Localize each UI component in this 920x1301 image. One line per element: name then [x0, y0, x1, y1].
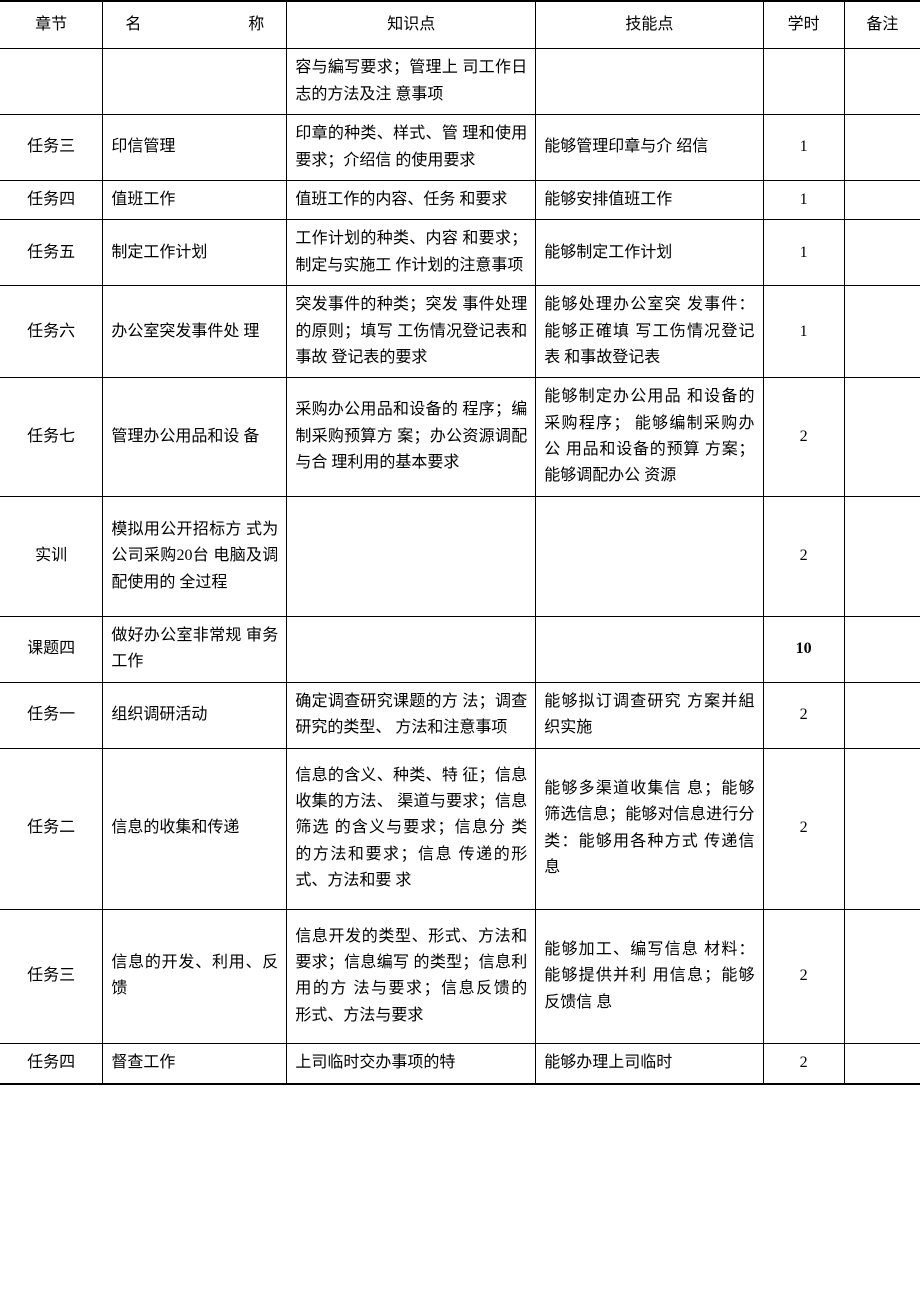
cell-hours	[763, 49, 844, 115]
cell-note	[844, 909, 920, 1044]
cell-hours: 1	[763, 220, 844, 286]
cell-chapter: 任务二	[0, 748, 103, 909]
cell-note	[844, 748, 920, 909]
cell-name: 信息的开发、利用、反馈	[103, 909, 287, 1044]
cell-knowledge	[287, 617, 536, 683]
cell-name: 督查工作	[103, 1044, 287, 1084]
cell-knowledge	[287, 496, 536, 616]
table-row: 任务六办公室突发事件处 理突发事件的种类；突发 事件处理的原则；填写 工伤情况登…	[0, 286, 920, 378]
cell-skill: 能够安排值班工作	[536, 180, 763, 219]
table-row: 容与編写要求；管理上 司工作日志的方法及注 意事项	[0, 49, 920, 115]
header-knowledge: 知识点	[287, 1, 536, 49]
table-row: 课题四做好办公室非常规 审务工作 10	[0, 617, 920, 683]
cell-skill: 能够拟订调查研究 方案并組织实施	[536, 682, 763, 748]
cell-note	[844, 682, 920, 748]
header-skill: 技能点	[536, 1, 763, 49]
cell-knowledge: 信息开发的类型、形式、方法和要求；信息编写 的类型；信息利用的方 法与要求；信息…	[287, 909, 536, 1044]
table-row: 任务四值班工作值班工作的内容、任务 和要求能够安排值班工作1	[0, 180, 920, 219]
table-row: 实训模拟用公开招标方 式为公司采购20台 电脑及调配使用的 全过程 2	[0, 496, 920, 616]
cell-note	[844, 180, 920, 219]
cell-skill: 能够管理印章与介 绍信	[536, 115, 763, 181]
cell-knowledge: 确定调查研究课题的方 法；调查研究的类型、 方法和注意事项	[287, 682, 536, 748]
cell-note	[844, 49, 920, 115]
cell-name: 做好办公室非常规 审务工作	[103, 617, 287, 683]
cell-note	[844, 286, 920, 378]
cell-hours: 2	[763, 1044, 844, 1084]
cell-name: 办公室突发事件处 理	[103, 286, 287, 378]
cell-skill: 能够制定工作计划	[536, 220, 763, 286]
cell-hours: 1	[763, 180, 844, 219]
cell-chapter	[0, 49, 103, 115]
cell-note	[844, 1044, 920, 1084]
header-note: 备注	[844, 1, 920, 49]
cell-knowledge: 突发事件的种类；突发 事件处理的原则；填写 工伤情况登记表和事故 登记表的要求	[287, 286, 536, 378]
cell-note	[844, 115, 920, 181]
cell-name	[103, 49, 287, 115]
cell-name: 制定工作计划	[103, 220, 287, 286]
cell-hours: 1	[763, 115, 844, 181]
cell-hours: 2	[763, 378, 844, 497]
course-table: 章节 名 称 知识点 技能点 学时 备注 容与編写要求；管理上 司工作日志的方法…	[0, 0, 920, 1085]
cell-name: 值班工作	[103, 180, 287, 219]
cell-chapter: 课题四	[0, 617, 103, 683]
cell-hours: 10	[763, 617, 844, 683]
cell-note	[844, 617, 920, 683]
cell-chapter: 任务四	[0, 180, 103, 219]
cell-knowledge: 工作计划的种类、内容 和要求；制定与实施工 作计划的注意事项	[287, 220, 536, 286]
cell-skill: 能够制定办公用品 和设备的采购程序； 能够编制采购办公 用品和设备的预算 方案；…	[536, 378, 763, 497]
table-row: 任务二信息的收集和传递信息的含义、种类、特 征；信息收集的方法、 渠道与要求；信…	[0, 748, 920, 909]
cell-chapter: 实训	[0, 496, 103, 616]
cell-chapter: 任务一	[0, 682, 103, 748]
header-name: 名 称	[103, 1, 287, 49]
cell-knowledge: 上司临时交办事项的特	[287, 1044, 536, 1084]
cell-hours: 1	[763, 286, 844, 378]
cell-note	[844, 378, 920, 497]
cell-hours: 2	[763, 496, 844, 616]
cell-skill: 能够多渠道收集信 息；能够筛选信息；能够对信息进行分 类：能够用各种方式 传递信…	[536, 748, 763, 909]
cell-knowledge: 印章的种类、样式、管 理和使用要求；介绍信 的使用要求	[287, 115, 536, 181]
table-row: 任务五制定工作计划工作计划的种类、内容 和要求；制定与实施工 作计划的注意事项能…	[0, 220, 920, 286]
cell-chapter: 任务六	[0, 286, 103, 378]
table-header-row: 章节 名 称 知识点 技能点 学时 备注	[0, 1, 920, 49]
cell-note	[844, 496, 920, 616]
table-row: 任务三信息的开发、利用、反馈信息开发的类型、形式、方法和要求；信息编写 的类型；…	[0, 909, 920, 1044]
cell-name: 管理办公用品和设 备	[103, 378, 287, 497]
cell-name: 信息的收集和传递	[103, 748, 287, 909]
cell-skill	[536, 49, 763, 115]
cell-skill: 能够加工、编写信息 材料：能够提供并利 用信息；能够反馈信 息	[536, 909, 763, 1044]
header-chapter: 章节	[0, 1, 103, 49]
cell-hours: 2	[763, 682, 844, 748]
cell-knowledge: 值班工作的内容、任务 和要求	[287, 180, 536, 219]
table-row: 任务七管理办公用品和设 备采购办公用品和设备的 程序；编制采购预算方 案；办公资…	[0, 378, 920, 497]
cell-hours: 2	[763, 909, 844, 1044]
cell-name: 印信管理	[103, 115, 287, 181]
header-name-b: 称	[248, 12, 264, 38]
header-hours: 学时	[763, 1, 844, 49]
cell-name: 模拟用公开招标方 式为公司采购20台 电脑及调配使用的 全过程	[103, 496, 287, 616]
cell-skill	[536, 617, 763, 683]
cell-name: 组织调研活动	[103, 682, 287, 748]
cell-chapter: 任务三	[0, 115, 103, 181]
cell-skill: 能够处理办公室突 发事件：能够正確填 写工伤情况登记表 和事故登记表	[536, 286, 763, 378]
cell-chapter: 任务三	[0, 909, 103, 1044]
cell-skill: 能够办理上司临时	[536, 1044, 763, 1084]
cell-skill	[536, 496, 763, 616]
table-row: 任务三印信管理印章的种类、样式、管 理和使用要求；介绍信 的使用要求能够管理印章…	[0, 115, 920, 181]
cell-knowledge: 信息的含义、种类、特 征；信息收集的方法、 渠道与要求；信息筛选 的含义与要求；…	[287, 748, 536, 909]
cell-note	[844, 220, 920, 286]
cell-chapter: 任务五	[0, 220, 103, 286]
cell-hours: 2	[763, 748, 844, 909]
cell-knowledge: 容与編写要求；管理上 司工作日志的方法及注 意事项	[287, 49, 536, 115]
table-row: 任务一组织调研活动确定调查研究课题的方 法；调查研究的类型、 方法和注意事项能够…	[0, 682, 920, 748]
cell-chapter: 任务七	[0, 378, 103, 497]
header-name-a: 名	[125, 12, 141, 38]
cell-chapter: 任务四	[0, 1044, 103, 1084]
cell-knowledge: 采购办公用品和设备的 程序；编制采购预算方 案；办公资源调配与合 理利用的基本要…	[287, 378, 536, 497]
table-row: 任务四督查工作上司临时交办事项的特能够办理上司临时2	[0, 1044, 920, 1084]
